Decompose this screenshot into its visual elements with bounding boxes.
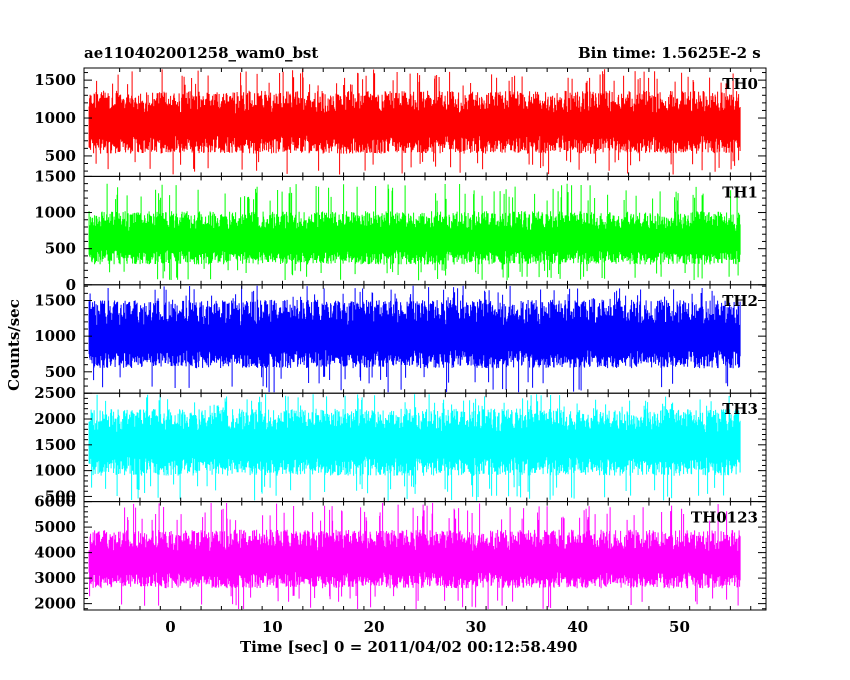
panel-label-th0123: TH0123: [691, 509, 758, 527]
series-th0: [88, 69, 741, 175]
x-tick-label: 10: [262, 618, 283, 636]
y-tick-label: 2000: [34, 595, 76, 613]
panel-label-th2: TH2: [722, 292, 758, 310]
series-th0123: [88, 502, 741, 609]
x-tick-label: 50: [669, 618, 690, 636]
x-tick-label: 40: [567, 618, 588, 636]
y-tick-label: 4000: [34, 544, 76, 562]
y-tick-label: 2500: [34, 384, 76, 402]
x-tick-label: 30: [465, 618, 486, 636]
series-th1: [88, 183, 741, 281]
y-tick-label: 500: [45, 363, 76, 381]
panel-label-th1: TH1: [722, 183, 758, 201]
y-tick-label: 500: [45, 147, 76, 165]
y-tick-label: 0: [66, 276, 76, 294]
y-tick-label: 1000: [34, 109, 76, 127]
y-tick-label: 3000: [34, 569, 76, 587]
y-tick-label: 500: [45, 487, 76, 505]
y-tick-label: 2000: [34, 410, 76, 428]
series-th2: [88, 285, 741, 393]
series-th3: [88, 394, 741, 501]
y-tick-label: 5000: [34, 518, 76, 536]
y-tick-label: 1500: [34, 167, 76, 185]
y-tick-label: 1000: [34, 204, 76, 222]
y-tick-label: 6000: [34, 493, 76, 511]
y-tick-label: 1000: [34, 327, 76, 345]
y-tick-label: 1500: [34, 436, 76, 454]
y-tick-label: 1000: [34, 462, 76, 480]
panel-label-th3: TH3: [722, 400, 758, 418]
y-tick-label: 500: [45, 240, 76, 258]
x-tick-label: 0: [165, 618, 175, 636]
x-axis-label: Time [sec] 0 = 2011/04/02 00:12:58.490: [240, 638, 578, 656]
y-tick-label: 1500: [34, 291, 76, 309]
y-tick-label: 1500: [34, 71, 76, 89]
plot-title: ae110402001258_wam0_bst: [84, 44, 319, 62]
panel-label-th0: TH0: [722, 75, 758, 93]
x-tick-label: 20: [364, 618, 385, 636]
y-axis-label: Counts/sec: [5, 299, 23, 391]
bin-time-label: Bin time: 1.5625E-2 s: [578, 44, 761, 62]
